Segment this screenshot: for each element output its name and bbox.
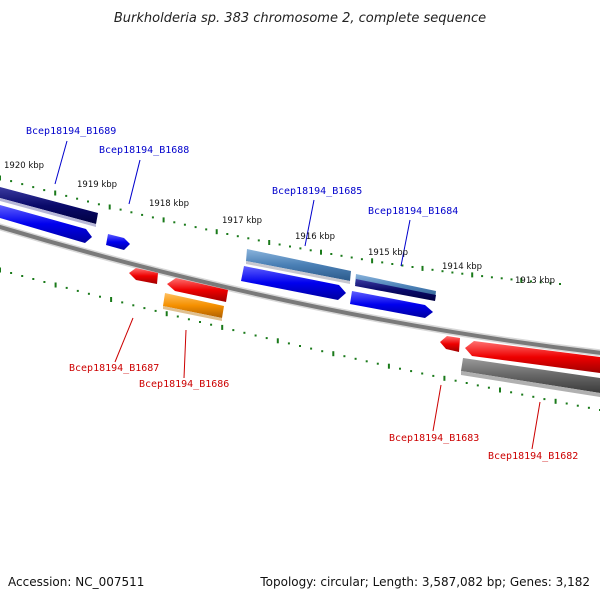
- kbp-label-1920: 1920 kbp: [4, 161, 44, 171]
- map-title: Burkholderia sp. 383 chromosome 2, compl…: [114, 11, 486, 26]
- kbp-label-1918: 1918 kbp: [149, 199, 189, 209]
- gene-label-b1682[interactable]: Bcep18194_B1682: [488, 451, 578, 462]
- kbp-label-1917: 1917 kbp: [222, 216, 262, 226]
- reverse-leader-lines: [114, 317, 541, 450]
- topology-text: Topology: circular; Length: 3,587,082 bp…: [259, 575, 590, 589]
- gene-bcep18194-b1689[interactable]: [0, 187, 98, 227]
- chromosome-backbone: [0, 224, 600, 355]
- gene-bcep18194-b1687b[interactable]: [167, 278, 228, 302]
- gene-bcep18194-b1684[interactable]: [355, 274, 436, 301]
- gene-bcep18194-b1683[interactable]: [440, 336, 460, 352]
- gene-label-b1683[interactable]: Bcep18194_B1683: [389, 433, 479, 444]
- kbp-label-1916: 1916 kbp: [295, 232, 335, 242]
- gene-bcep18194-b1685[interactable]: [246, 249, 351, 284]
- gene-label-b1689[interactable]: Bcep18194_B1689: [26, 126, 116, 137]
- accession-text: Accession: NC_007511: [8, 575, 144, 589]
- gene-bcep18194-b1685b[interactable]: [241, 266, 346, 300]
- gene-label-b1684[interactable]: Bcep18194_B1684: [368, 206, 458, 217]
- gene-label-b1687[interactable]: Bcep18194_B1687: [69, 363, 159, 374]
- kbp-label-1913: 1913 kbp: [515, 276, 555, 286]
- gene-bcep18194-b1682-red[interactable]: [465, 341, 600, 373]
- gene-bcep18194-b1688[interactable]: [106, 234, 130, 250]
- gene-bcep18194-b1682[interactable]: [461, 358, 600, 397]
- gene-bcep18194-b1686[interactable]: [163, 293, 224, 321]
- gene-bcep18194-b1687[interactable]: [129, 268, 158, 284]
- forward-leader-lines: [54, 140, 411, 267]
- gene-bcep18194-b1690[interactable]: [0, 205, 92, 243]
- tick-marks: [0, 175, 600, 411]
- kbp-label-1915: 1915 kbp: [368, 248, 408, 258]
- gene-label-b1688[interactable]: Bcep18194_B1688: [99, 145, 189, 156]
- kbp-labels: 1920 kbp 1919 kbp 1918 kbp 1917 kbp 1916…: [4, 161, 555, 286]
- gene-bcep18194-b1684b[interactable]: [350, 291, 433, 318]
- kbp-label-1919: 1919 kbp: [77, 180, 117, 190]
- gene-label-b1686[interactable]: Bcep18194_B1686: [139, 379, 229, 390]
- gene-label-b1685[interactable]: Bcep18194_B1685: [272, 186, 362, 197]
- kbp-label-1914: 1914 kbp: [442, 262, 482, 272]
- gene-labels: Bcep18194_B1689 Bcep18194_B1688 Bcep1819…: [26, 126, 578, 462]
